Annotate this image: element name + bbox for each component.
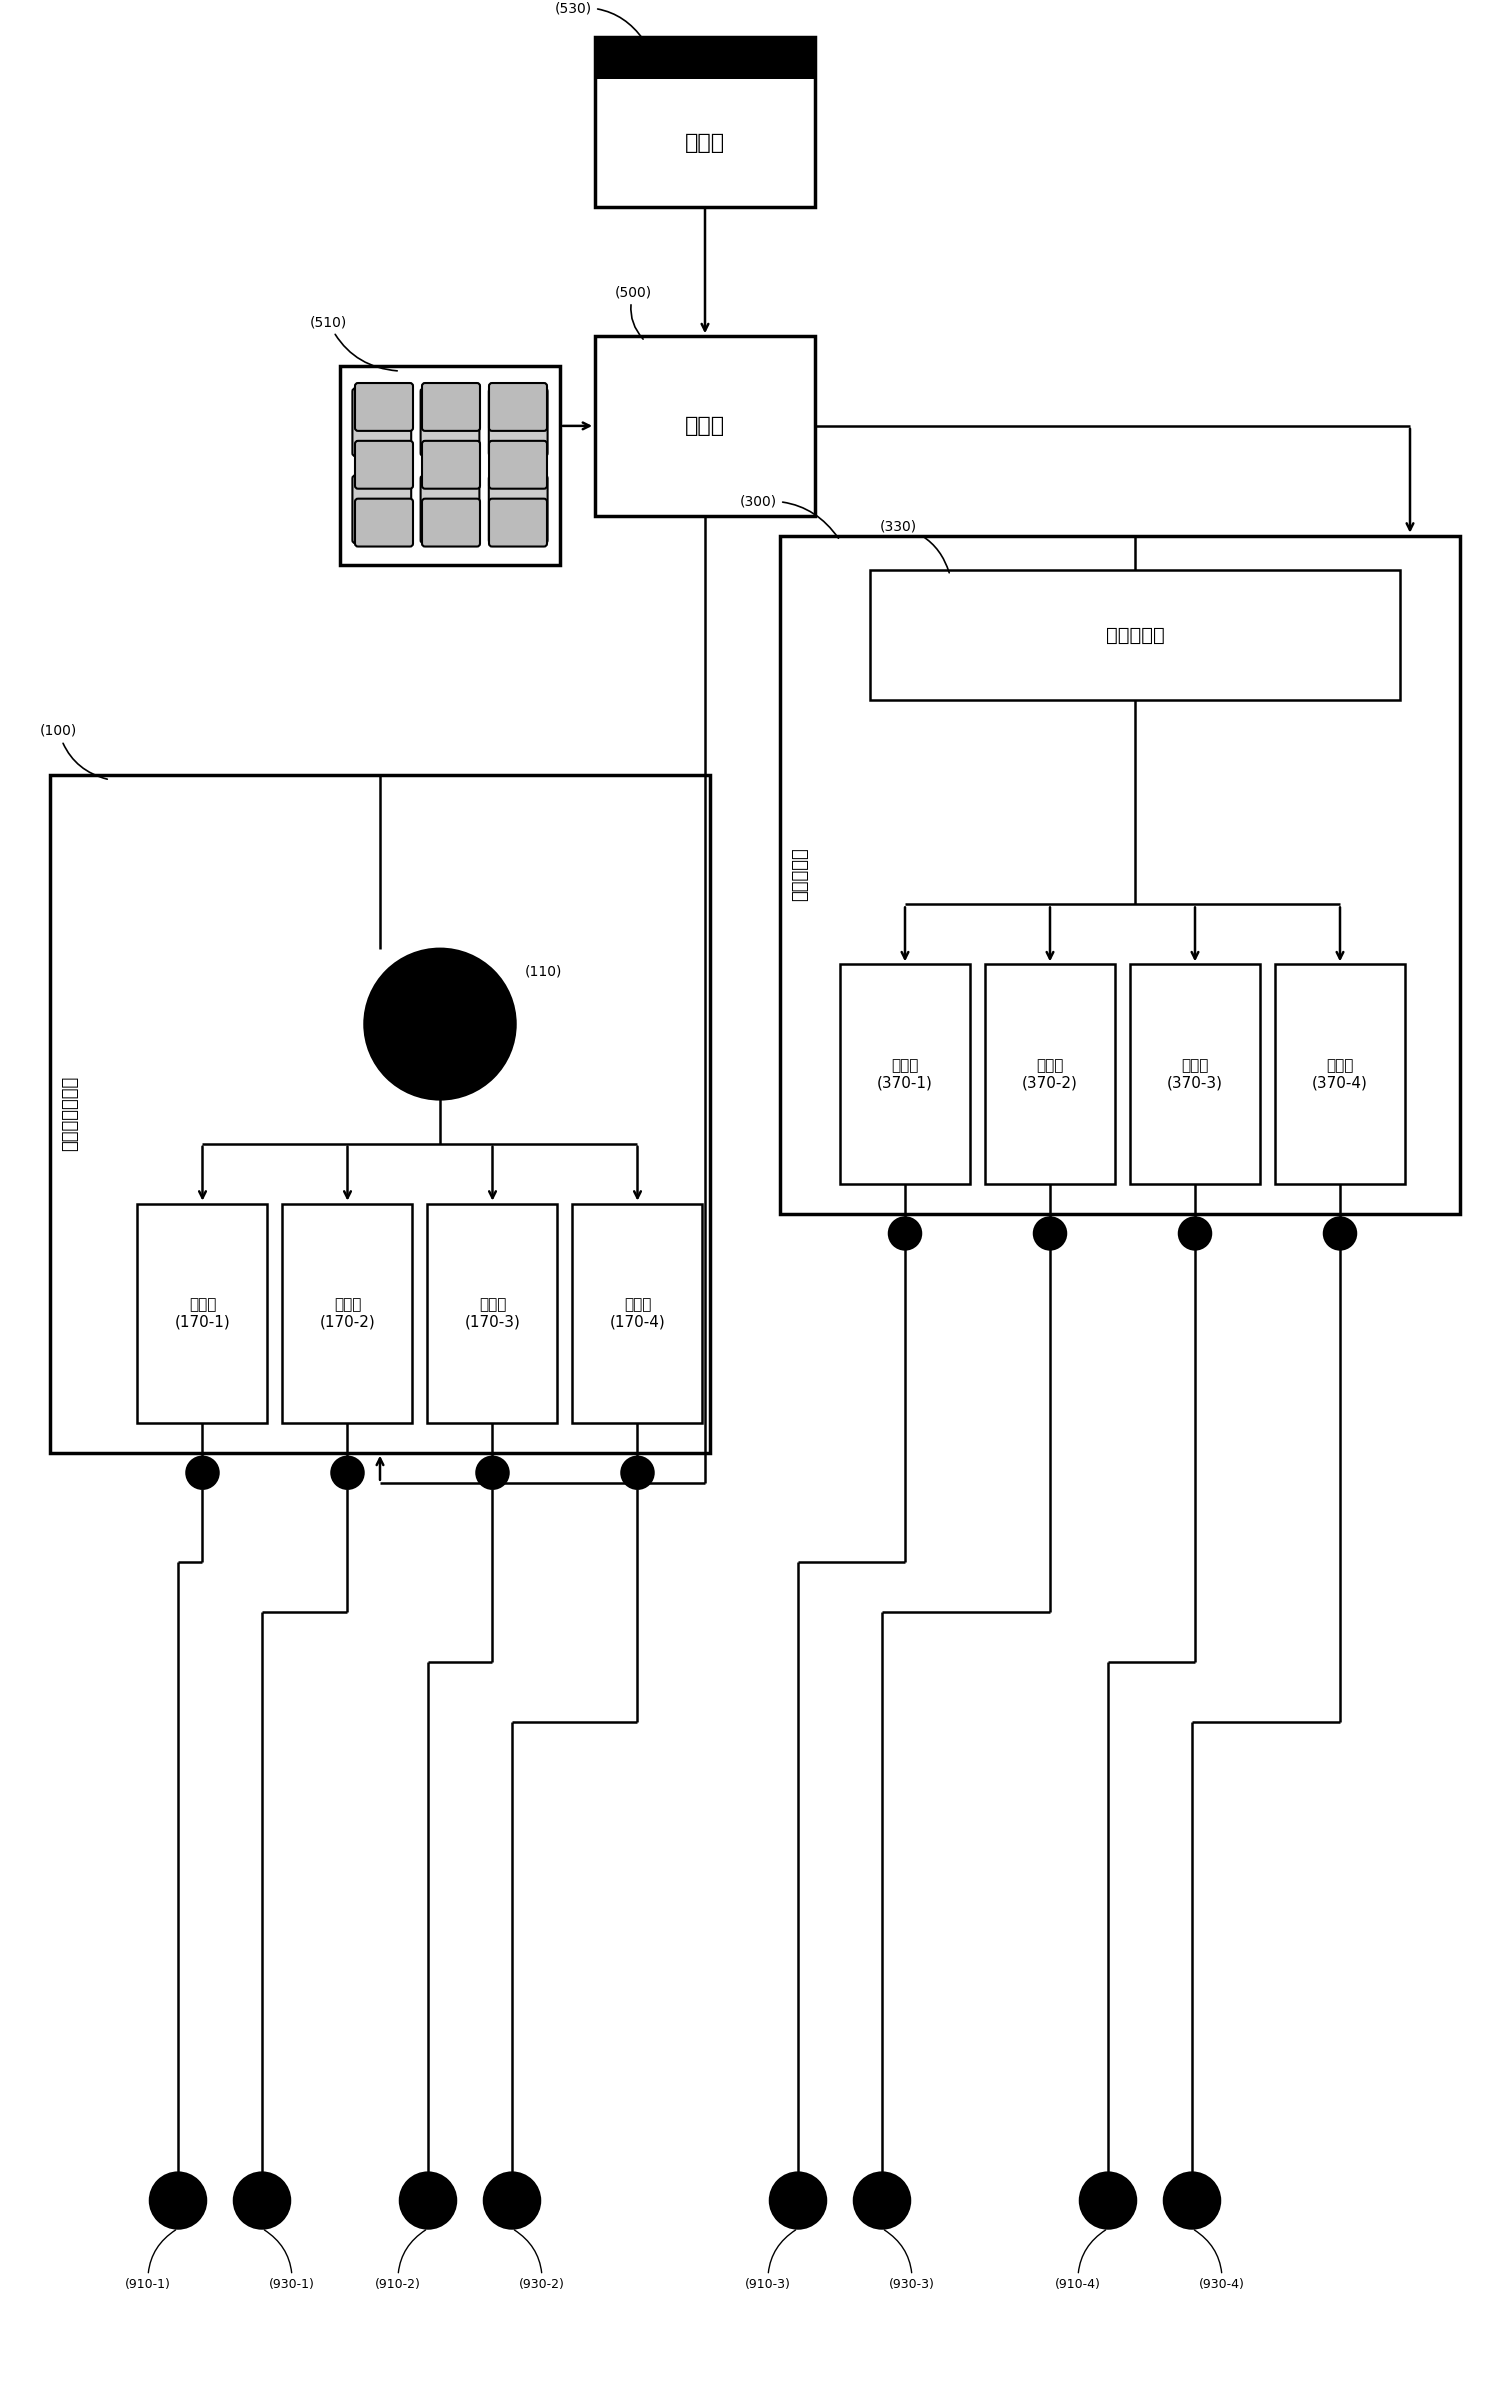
Bar — [595, 336, 815, 515]
FancyBboxPatch shape — [421, 475, 480, 544]
Circle shape — [1080, 2173, 1136, 2228]
FancyBboxPatch shape — [355, 441, 413, 489]
Circle shape — [365, 949, 515, 1099]
Text: (930-2): (930-2) — [515, 2230, 564, 2292]
Text: (500): (500) — [616, 286, 652, 339]
Circle shape — [770, 2173, 825, 2228]
FancyBboxPatch shape — [489, 475, 548, 544]
FancyBboxPatch shape — [423, 384, 480, 432]
Circle shape — [622, 1457, 653, 1488]
FancyBboxPatch shape — [489, 384, 546, 432]
Text: 解调部
(370-1): 解调部 (370-1) — [877, 1057, 933, 1090]
Circle shape — [187, 1457, 219, 1488]
Text: (930-3): (930-3) — [884, 2230, 936, 2292]
FancyBboxPatch shape — [489, 498, 546, 546]
Text: 调制部
(170-4): 调制部 (170-4) — [610, 1297, 665, 1328]
FancyBboxPatch shape — [355, 498, 413, 546]
Bar — [137, 1204, 267, 1424]
Bar — [595, 38, 815, 207]
Circle shape — [854, 2173, 910, 2228]
Text: (100): (100) — [41, 725, 107, 780]
Text: 输入信号生成部: 输入信号生成部 — [60, 1076, 78, 1152]
Circle shape — [477, 1457, 509, 1488]
FancyBboxPatch shape — [489, 389, 548, 456]
Text: (110): (110) — [525, 964, 563, 978]
Text: 控制部: 控制部 — [685, 415, 724, 436]
Text: (530): (530) — [555, 0, 643, 41]
Circle shape — [332, 1457, 364, 1488]
Text: (910-1): (910-1) — [125, 2230, 175, 2292]
Text: (300): (300) — [739, 494, 839, 539]
Text: (330): (330) — [880, 520, 949, 572]
Text: 调制部
(170-3): 调制部 (170-3) — [465, 1297, 521, 1328]
Text: 阻抗计算部: 阻抗计算部 — [1106, 625, 1165, 644]
Circle shape — [400, 2173, 456, 2228]
Text: 调制部
(170-2): 调制部 (170-2) — [320, 1297, 376, 1328]
Text: (510): (510) — [309, 315, 397, 370]
Text: 解调部
(370-2): 解调部 (370-2) — [1022, 1057, 1077, 1090]
Bar — [841, 964, 970, 1183]
Text: (910-3): (910-3) — [745, 2230, 795, 2292]
Bar — [50, 775, 711, 1452]
Bar — [572, 1204, 703, 1424]
Bar — [340, 365, 560, 565]
Circle shape — [1179, 1216, 1212, 1250]
FancyBboxPatch shape — [353, 475, 410, 544]
Circle shape — [1034, 1216, 1065, 1250]
Bar — [871, 570, 1400, 701]
FancyBboxPatch shape — [421, 389, 480, 456]
Circle shape — [234, 2173, 290, 2228]
Circle shape — [149, 2173, 207, 2228]
Text: (930-4): (930-4) — [1194, 2230, 1245, 2292]
Text: (910-2): (910-2) — [376, 2230, 426, 2292]
Circle shape — [1323, 1216, 1357, 1250]
FancyBboxPatch shape — [353, 389, 410, 456]
Text: 解调部
(370-3): 解调部 (370-3) — [1166, 1057, 1222, 1090]
Bar — [985, 964, 1115, 1183]
Text: (930-1): (930-1) — [264, 2230, 315, 2292]
Bar — [1275, 964, 1405, 1183]
Bar — [1130, 964, 1260, 1183]
Text: 解调部
(370-4): 解调部 (370-4) — [1311, 1057, 1369, 1090]
Bar — [595, 38, 815, 79]
Circle shape — [1163, 2173, 1219, 2228]
Text: 阻抗测定部: 阻抗测定部 — [791, 847, 809, 902]
FancyBboxPatch shape — [489, 441, 546, 489]
Circle shape — [889, 1216, 920, 1250]
FancyBboxPatch shape — [423, 441, 480, 489]
FancyBboxPatch shape — [423, 498, 480, 546]
FancyBboxPatch shape — [355, 384, 413, 432]
Text: 调制部
(170-1): 调制部 (170-1) — [175, 1297, 231, 1328]
Text: 显示部: 显示部 — [685, 134, 724, 153]
Text: (910-4): (910-4) — [1055, 2230, 1106, 2292]
Circle shape — [484, 2173, 540, 2228]
Bar — [427, 1204, 557, 1424]
Bar — [282, 1204, 412, 1424]
Bar — [780, 537, 1461, 1214]
